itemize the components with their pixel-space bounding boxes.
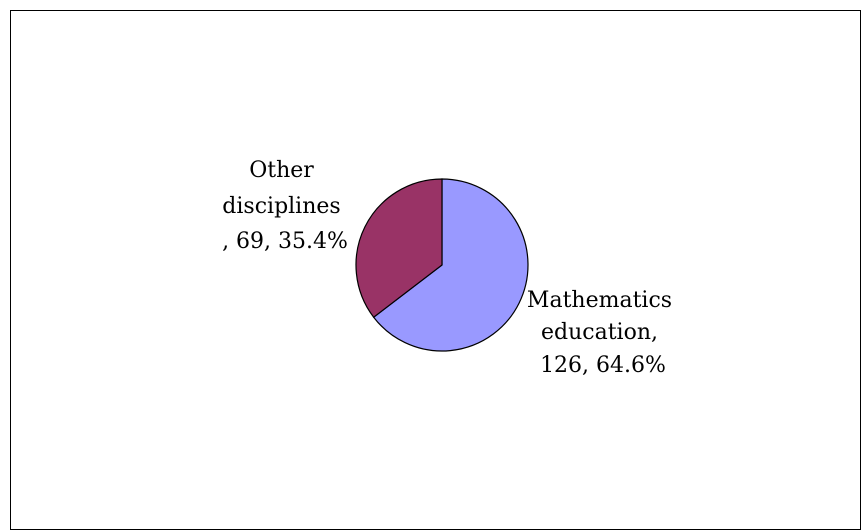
label-other-line2: disciplines <box>222 194 340 219</box>
pie-slice-other-disciplines <box>355 178 443 319</box>
label-mathematics-line2: education, <box>541 320 658 345</box>
pie-chart: Mathematics education, 126, 64.6% Other … <box>222 158 679 378</box>
label-mathematics-line3: 126, 64.6% <box>540 353 666 378</box>
label-other-line3: , 69, 35.4% <box>222 229 348 254</box>
pie-slices <box>355 178 529 352</box>
label-other-line1: Other <box>249 158 314 183</box>
label-mathematics-education: Mathematics education, 126, 64.6% <box>527 288 679 378</box>
label-other-disciplines: Other disciplines , 69, 35.4% <box>222 158 348 254</box>
pie-slice-mathematics-education <box>372 178 529 352</box>
label-mathematics-line1: Mathematics <box>527 288 672 313</box>
